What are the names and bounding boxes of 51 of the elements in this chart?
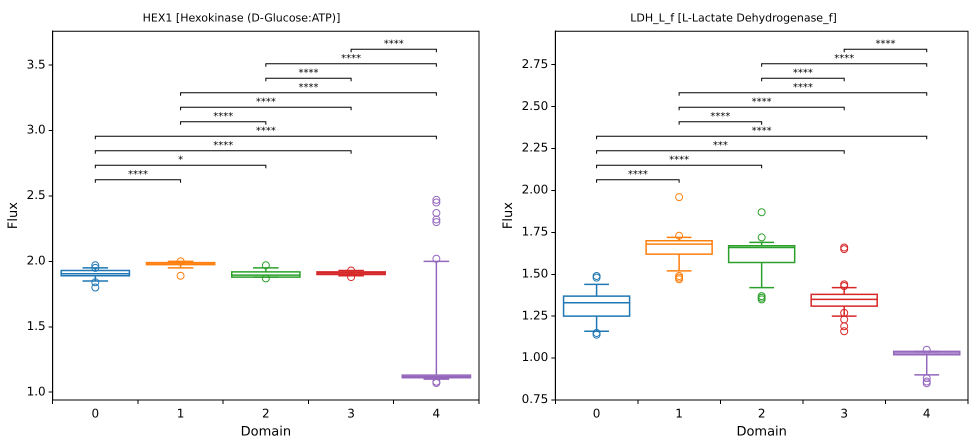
annotation: **** <box>213 140 234 152</box>
y-tick-label: 1.0 <box>26 384 46 398</box>
annotation: **** <box>628 170 648 181</box>
annotation: **** <box>710 112 730 123</box>
x-axis-title: Domain <box>736 424 787 440</box>
annotation: **** <box>298 68 318 80</box>
annotation: **** <box>256 126 276 138</box>
y-tick-label: 3.5 <box>26 57 46 72</box>
x-tick-label: 0 <box>592 406 600 420</box>
x-tick-label: 4 <box>432 406 440 420</box>
x-tick-label: 4 <box>922 406 931 420</box>
annotation: **** <box>298 82 318 94</box>
y-tick-label: 2.00 <box>522 182 548 197</box>
x-tick-label: 3 <box>840 406 848 420</box>
y-tick-label: 2.50 <box>522 98 548 113</box>
x-tick-label: 1 <box>675 406 683 420</box>
annotation: **** <box>128 170 148 181</box>
y-axis-title: Flux <box>6 202 22 230</box>
annotation: **** <box>792 82 813 94</box>
chart-title: LDH_L_f [L-Lactate Dehydrogenase_f] <box>630 11 837 24</box>
y-tick-label: 1.00 <box>522 350 548 364</box>
y-tick-label: 1.5 <box>26 318 46 333</box>
x-tick-label: 1 <box>176 406 184 420</box>
annotation: **** <box>875 39 896 50</box>
y-tick-label: 1.50 <box>522 266 548 280</box>
annotation: **** <box>213 112 234 123</box>
y-tick-label: 2.0 <box>26 254 46 268</box>
x-tick-label: 0 <box>91 406 100 420</box>
annotation: * <box>178 155 184 166</box>
x-tick-label: 2 <box>758 406 766 420</box>
y-tick-label: 2.25 <box>522 140 548 155</box>
x-tick-label: 3 <box>347 406 355 420</box>
annotation: **** <box>669 155 690 166</box>
y-tick-label: 1.25 <box>522 308 548 322</box>
y-tick-label: 3.0 <box>26 122 46 137</box>
annotation: **** <box>341 54 362 65</box>
annotation: **** <box>384 39 404 50</box>
annotation: **** <box>752 126 772 138</box>
annotation: **** <box>256 97 276 108</box>
y-tick-label: 2.5 <box>26 188 46 202</box>
x-tick-label: 2 <box>262 406 270 420</box>
x-axis-title: Domain <box>240 424 292 440</box>
annotation: **** <box>752 97 772 108</box>
y-axis-title: Flux <box>501 202 516 230</box>
chart-title: HEX1 [Hexokinase (D-Glucose:ATP)] <box>142 11 340 24</box>
y-tick-label: 2.75 <box>522 56 548 71</box>
annotation: *** <box>712 140 728 152</box>
annotation: **** <box>834 54 854 65</box>
annotation: **** <box>792 68 813 80</box>
y-tick-label: 0.75 <box>522 392 548 406</box>
y-tick-label: 1.75 <box>522 224 548 238</box>
